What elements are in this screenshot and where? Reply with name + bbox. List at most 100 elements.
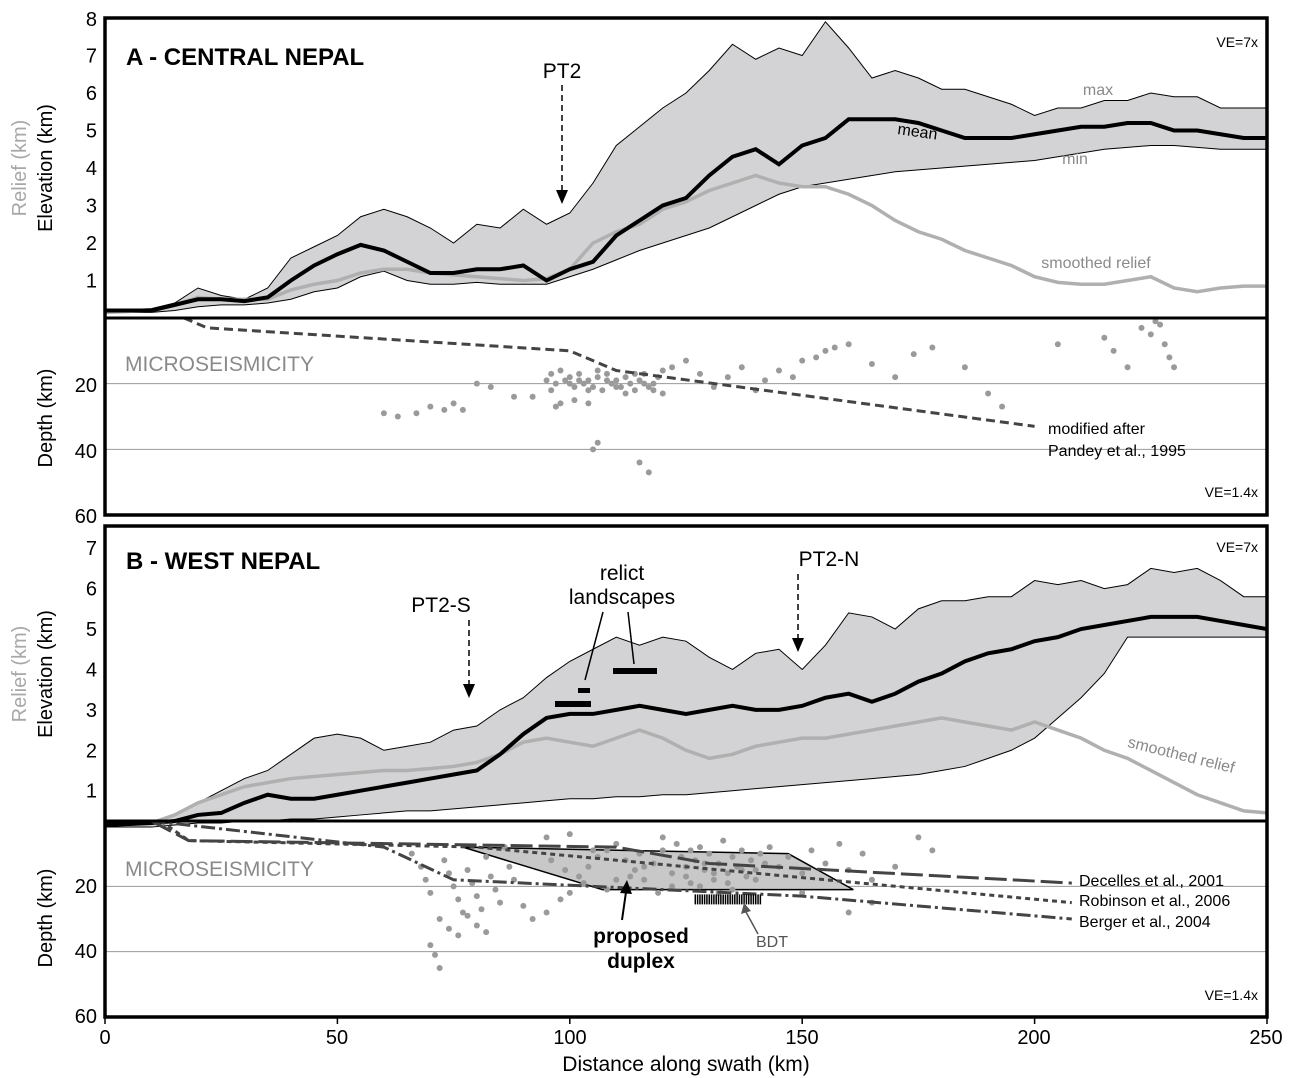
earthquake-point <box>459 406 466 413</box>
earthquake-point <box>585 400 592 407</box>
earthquake-point <box>696 844 703 851</box>
earthquake-point <box>868 360 875 367</box>
earthquake-point <box>813 354 820 361</box>
earthquake-point <box>1101 334 1108 341</box>
earthquake-point <box>641 380 648 387</box>
earthquake-point <box>613 377 620 384</box>
earthquake-point <box>669 364 676 371</box>
earthquake-point <box>696 883 703 890</box>
earthquake-point <box>590 847 597 854</box>
panel-b-relict-bar-3 <box>555 701 591 707</box>
earthquake-point <box>659 834 666 841</box>
panel-a-elevation-plot <box>104 20 1267 315</box>
panel-b-relict-leader-2 <box>627 611 635 665</box>
earthquake-point <box>511 393 518 400</box>
earthquake-point <box>483 853 490 860</box>
earthquake-point <box>985 390 992 397</box>
x-tick-250: 250 <box>1249 1027 1282 1049</box>
earthquake-point <box>445 870 452 877</box>
max-elevation-line <box>105 567 1267 824</box>
earthquake-point <box>529 916 536 922</box>
earthquake-point <box>413 410 420 417</box>
earthquake-point <box>473 380 480 387</box>
earthquake-point <box>1147 331 1154 338</box>
x-tick-100: 100 <box>553 1027 586 1049</box>
earthquake-point <box>427 942 434 949</box>
panel-a-depth-ylabel: Depth (km) <box>35 369 57 468</box>
panel-a-elevation-ylabel: Elevation (km) <box>35 104 57 232</box>
earthquake-point <box>613 383 620 390</box>
panel-b-pt2s-arrowhead <box>463 684 475 698</box>
max-elevation-line <box>104 20 1267 311</box>
earthquake-point <box>892 863 899 870</box>
panel-b-relict-line2: landscapes <box>569 586 675 609</box>
earthquake-point <box>645 469 652 476</box>
earthquake-point <box>562 867 569 873</box>
earthquake-point <box>641 876 648 883</box>
x-tick-50: 50 <box>326 1027 348 1049</box>
panel-b-duplex-leader <box>621 891 627 921</box>
a-elev-tick-8: 8 <box>86 9 97 31</box>
x-tick-0: 0 <box>99 1027 110 1049</box>
earthquake-point <box>706 850 713 857</box>
earthquake-point <box>464 912 471 919</box>
earthquake-point <box>548 857 555 864</box>
panel-a-title: A - CENTRAL NEPAL <box>126 44 364 71</box>
earthquake-point <box>585 863 592 870</box>
earthquake-point <box>1124 364 1131 371</box>
earthquake-point <box>613 876 620 883</box>
fault-berger <box>151 819 1072 921</box>
earthquake-point <box>738 364 745 371</box>
earthquake-point <box>710 870 717 877</box>
panel-a-relief-label: smoothed relief <box>1041 255 1151 272</box>
panel-a-max-label: max <box>1083 82 1113 99</box>
earthquake-point <box>613 840 620 847</box>
earthquake-point <box>520 902 527 909</box>
panel-b-relict-bar-2 <box>578 688 590 693</box>
earthquake-point <box>506 863 513 870</box>
panel-b-robinson-label: Robinson et al., 2006 <box>1079 893 1230 910</box>
earthquake-point <box>464 867 471 873</box>
earthquake-point <box>622 374 629 381</box>
panel-b-bdt-leader <box>745 911 759 935</box>
earthquake-point <box>1138 324 1145 331</box>
earthquake-point <box>585 387 592 394</box>
earthquake-point <box>487 873 494 880</box>
b-depth-tick-20: 20 <box>75 876 97 898</box>
earthquake-point <box>617 383 624 390</box>
x-axis: 0 50 100 150 200 250 Distance along swat… <box>99 1017 1283 1076</box>
panel-a-microseismicity-label: MICROSEISMICITY <box>125 353 314 376</box>
earthquake-point <box>557 367 564 374</box>
earthquake-point <box>669 883 676 890</box>
fault-pandey <box>183 316 1035 428</box>
panel-b-depth-ylabel: Depth (km) <box>35 869 57 968</box>
fault-decelles <box>150 819 1072 885</box>
earthquake-point <box>799 357 806 364</box>
earthquake-point <box>483 929 490 936</box>
earthquake-point <box>478 906 485 913</box>
earthquake-point <box>627 873 634 880</box>
earthquake-point <box>557 400 564 407</box>
b-elev-tick-6: 6 <box>86 579 97 601</box>
a-elev-tick-2: 2 <box>86 233 97 255</box>
earthquake-point <box>594 439 601 446</box>
panel-a-ve-top: VE=7x <box>1216 34 1258 50</box>
earthquake-point <box>650 380 657 387</box>
panel-b-relief-ylabel: Relief (km) <box>9 626 31 723</box>
earthquake-point <box>831 344 838 351</box>
earthquake-point <box>441 857 448 864</box>
earthquake-point <box>571 397 578 404</box>
earthquake-point <box>571 383 578 390</box>
earthquake-point <box>608 380 615 387</box>
earthquake-point <box>492 886 499 893</box>
b-depth-tick-60: 60 <box>75 1006 97 1028</box>
panel-a-mean-label: mean <box>896 121 938 143</box>
a-elev-tick-3: 3 <box>86 196 97 218</box>
panel-b-pt2n-label: PT2-N <box>799 548 860 571</box>
smoothed-relief-line <box>104 173 1267 315</box>
earthquake-point <box>566 374 573 381</box>
b-elev-tick-4: 4 <box>86 659 97 681</box>
x-tick-200: 200 <box>1017 1027 1050 1049</box>
earthquake-point <box>580 880 587 887</box>
